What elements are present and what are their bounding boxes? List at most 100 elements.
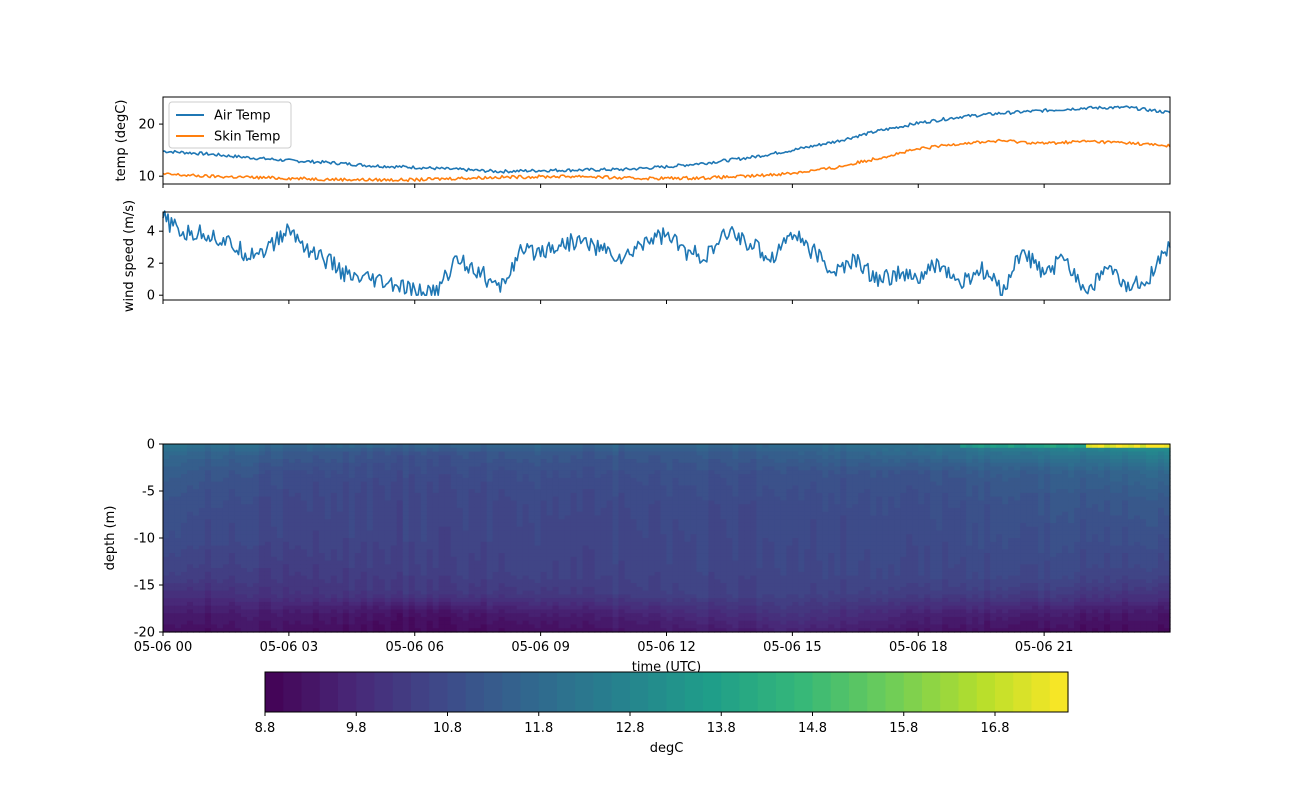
heatmap-cell <box>426 620 434 626</box>
heatmap-cell <box>324 560 332 565</box>
heatmap-cell <box>258 575 266 580</box>
heatmap-cell <box>654 598 662 603</box>
heatmap-cell <box>468 474 476 479</box>
heatmap-cell <box>168 538 176 543</box>
heatmap-cell <box>540 579 548 584</box>
heatmap-cell <box>684 511 692 517</box>
heatmap-cell <box>534 477 542 483</box>
heatmap-cell <box>318 590 326 595</box>
heatmap-cell <box>540 455 548 460</box>
heatmap-cell <box>636 462 644 468</box>
heatmap-cell <box>378 594 386 599</box>
heatmap-cell <box>516 462 524 468</box>
heatmap-cell <box>570 515 578 520</box>
heatmap-cell <box>678 571 686 577</box>
heatmap-cell <box>660 466 668 471</box>
heatmap-cell <box>252 624 260 629</box>
heatmap-cell <box>372 549 380 554</box>
heatmap-cell <box>276 545 284 550</box>
heatmap-cell <box>624 534 632 539</box>
heatmap-cell <box>414 459 422 464</box>
heatmap-cell <box>228 455 236 460</box>
heatmap-cell <box>372 583 380 588</box>
heatmap-cell <box>714 500 722 505</box>
heatmap-cell <box>234 586 242 592</box>
heatmap-cell <box>678 492 686 498</box>
heatmap-cell <box>312 590 320 595</box>
heatmap-cell <box>714 455 722 460</box>
heatmap-cell <box>372 522 380 528</box>
heatmap-cell <box>726 628 734 633</box>
heatmap-cell <box>612 455 620 460</box>
heatmap-cell <box>600 616 608 622</box>
heatmap-cell <box>444 496 452 501</box>
heatmap-cell <box>240 598 248 603</box>
heatmap-cell <box>270 459 278 464</box>
heatmap-cell <box>288 500 296 505</box>
heatmap-cell <box>690 556 698 562</box>
heatmap-cell <box>330 504 338 509</box>
heatmap-cell <box>642 590 650 595</box>
heatmap-cell <box>246 553 254 558</box>
heatmap-cell <box>438 628 446 633</box>
heatmap-cell <box>660 504 668 509</box>
heatmap-cell <box>654 583 662 588</box>
heatmap-cell <box>408 534 416 539</box>
heatmap-cell <box>564 594 572 599</box>
heatmap-cell <box>282 564 290 569</box>
heatmap-cell <box>540 616 548 622</box>
heatmap-cell <box>396 598 404 603</box>
heatmap-cell <box>330 459 338 464</box>
heatmap-cell <box>252 620 260 626</box>
heatmap-cell <box>426 545 434 550</box>
heatmap-cell <box>732 568 740 573</box>
heatmap-cell <box>258 534 266 539</box>
heatmap-cell <box>594 628 602 633</box>
heatmap-cell <box>216 575 224 580</box>
heatmap-cell <box>240 447 248 453</box>
heatmap-cell <box>630 459 638 464</box>
heatmap-cell <box>456 556 464 562</box>
heatmap-cell <box>462 579 470 584</box>
heatmap-cell <box>450 444 458 449</box>
heatmap-cell <box>498 586 506 592</box>
heatmap-cell <box>708 560 716 565</box>
heatmap-cell <box>186 620 194 626</box>
heatmap-cell <box>750 605 758 611</box>
heatmap-cell <box>246 594 254 599</box>
heatmap-cell <box>258 590 266 595</box>
heatmap-cell <box>474 522 482 528</box>
heatmap-cell <box>324 511 332 517</box>
heatmap-cell <box>444 620 452 626</box>
series-line-wind-speed <box>162 210 1171 297</box>
heatmap-cell <box>186 519 194 524</box>
heatmap-cell <box>534 586 542 592</box>
heatmap-cell <box>282 489 290 494</box>
heatmap-cell <box>438 620 446 626</box>
heatmap-cell <box>270 474 278 479</box>
heatmap-cell <box>726 511 734 517</box>
heatmap-cell <box>420 504 428 509</box>
heatmap-cell <box>252 575 260 580</box>
heatmap-cell <box>474 545 482 550</box>
heatmap-cell <box>444 504 452 509</box>
heatmap-cell <box>186 474 194 479</box>
heatmap-cell <box>504 605 512 611</box>
heatmap-cell <box>642 515 650 520</box>
heatmap-cell <box>270 496 278 501</box>
heatmap-cell <box>588 462 596 468</box>
heatmap-cell <box>384 500 392 505</box>
heatmap-cell <box>210 575 218 580</box>
heatmap-cell <box>546 515 554 520</box>
heatmap-cell <box>666 579 674 584</box>
heatmap-cell <box>163 504 170 509</box>
heatmap-cell <box>666 485 674 490</box>
heatmap-cell <box>426 624 434 629</box>
heatmap-cell <box>720 553 728 558</box>
heatmap-cell <box>678 522 686 528</box>
heatmap-cell <box>606 504 614 509</box>
heatmap-cell <box>204 455 212 460</box>
heatmap-cell <box>666 496 674 501</box>
heatmap-cell <box>402 515 410 520</box>
heatmap-cell <box>270 530 278 535</box>
